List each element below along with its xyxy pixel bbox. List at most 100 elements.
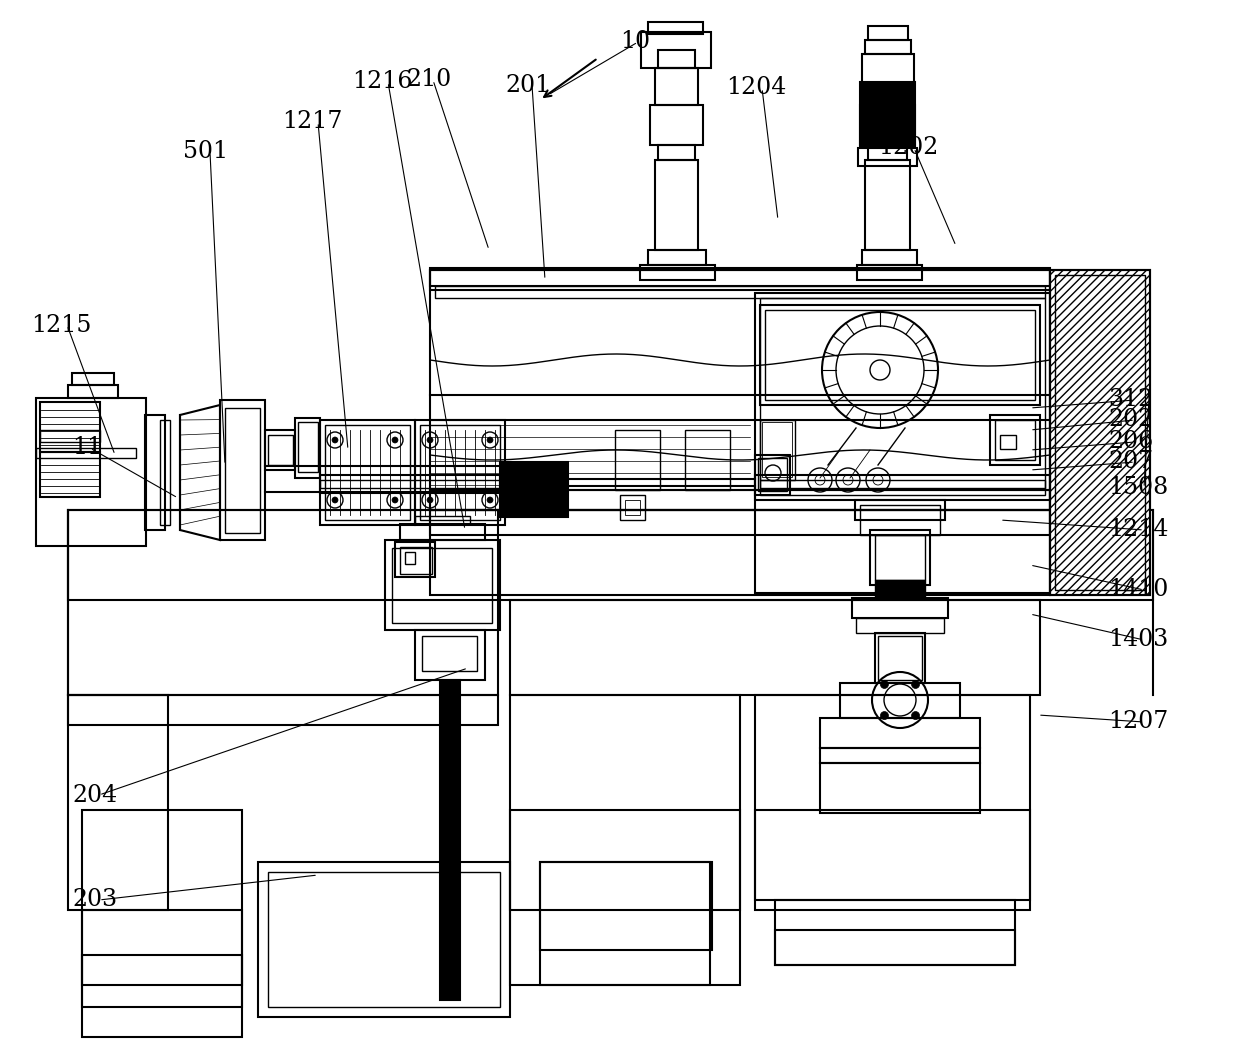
Bar	[40, 430, 100, 442]
Text: 1215: 1215	[31, 313, 92, 337]
Bar	[878, 636, 923, 680]
Bar	[160, 420, 170, 525]
Bar	[620, 495, 645, 520]
Bar	[839, 683, 960, 719]
Bar	[875, 633, 925, 683]
Bar	[820, 763, 980, 813]
Bar	[820, 719, 980, 748]
Text: 501: 501	[184, 141, 228, 163]
Bar	[68, 385, 118, 398]
Bar	[858, 148, 918, 166]
Circle shape	[332, 497, 339, 503]
Bar	[755, 294, 1050, 593]
Text: 312: 312	[1109, 388, 1153, 411]
Bar	[430, 270, 1050, 290]
Text: 202: 202	[1109, 408, 1153, 431]
Bar	[40, 402, 100, 452]
Bar	[320, 480, 500, 488]
Bar	[684, 430, 730, 490]
Bar	[655, 68, 698, 105]
Circle shape	[392, 497, 398, 503]
Bar	[1055, 275, 1145, 590]
Bar	[615, 430, 660, 490]
Bar	[415, 515, 470, 524]
Bar	[760, 305, 1040, 405]
Circle shape	[427, 437, 433, 443]
Bar	[224, 408, 260, 533]
Bar	[415, 420, 505, 525]
Circle shape	[487, 497, 494, 503]
Bar	[755, 456, 790, 495]
Circle shape	[911, 681, 920, 688]
Bar	[145, 414, 165, 530]
Text: 11: 11	[72, 437, 102, 460]
Bar	[658, 50, 694, 68]
Bar	[430, 490, 1050, 510]
Bar	[861, 505, 940, 535]
Bar	[861, 105, 915, 145]
Bar	[36, 398, 146, 546]
Bar	[430, 268, 1050, 286]
Bar	[268, 872, 500, 1007]
Text: 201: 201	[505, 74, 551, 97]
Circle shape	[911, 711, 920, 720]
Bar	[866, 40, 911, 54]
Bar	[539, 862, 711, 985]
Bar	[500, 462, 568, 517]
Circle shape	[332, 437, 339, 443]
Bar	[268, 434, 293, 465]
Bar	[539, 862, 712, 950]
Bar	[1050, 270, 1149, 595]
Bar	[68, 695, 498, 725]
Bar	[820, 748, 980, 763]
Bar	[384, 540, 500, 630]
Bar	[868, 26, 908, 40]
Bar	[870, 530, 930, 585]
Circle shape	[487, 437, 494, 443]
Bar	[994, 420, 1035, 460]
Bar	[401, 524, 485, 540]
Bar	[875, 580, 925, 598]
Text: 1216: 1216	[352, 70, 413, 94]
Bar	[875, 535, 925, 580]
Bar	[758, 458, 787, 491]
Bar	[641, 32, 711, 68]
Bar	[68, 695, 167, 910]
Bar	[325, 425, 410, 520]
Circle shape	[880, 711, 888, 720]
Bar	[510, 695, 740, 910]
Text: 1202: 1202	[878, 137, 939, 160]
Bar	[430, 270, 1050, 595]
Bar	[396, 542, 435, 576]
Bar	[775, 901, 1016, 965]
Bar	[649, 250, 706, 265]
Bar	[857, 265, 923, 280]
Text: 1207: 1207	[1109, 710, 1168, 733]
Bar	[650, 105, 703, 145]
Text: 1204: 1204	[725, 77, 786, 100]
Bar	[999, 434, 1016, 449]
Bar	[422, 636, 477, 671]
Bar	[405, 552, 415, 564]
Bar	[40, 452, 100, 497]
Bar	[298, 422, 317, 472]
Text: 206: 206	[1109, 430, 1153, 453]
Bar	[430, 510, 1050, 535]
Bar	[72, 373, 114, 385]
Circle shape	[427, 497, 433, 503]
Bar	[36, 448, 136, 458]
Bar	[658, 145, 694, 160]
Bar	[420, 425, 500, 520]
Bar	[852, 598, 949, 618]
Bar	[82, 955, 242, 1037]
Bar	[775, 930, 1016, 965]
Text: 203: 203	[72, 889, 117, 911]
Text: 1214: 1214	[1109, 519, 1168, 542]
Bar	[755, 695, 1030, 910]
Bar	[760, 480, 1045, 495]
Bar	[435, 286, 1045, 298]
Bar	[640, 265, 715, 280]
Bar	[415, 630, 485, 680]
Text: 210: 210	[405, 68, 451, 92]
Circle shape	[880, 681, 888, 688]
